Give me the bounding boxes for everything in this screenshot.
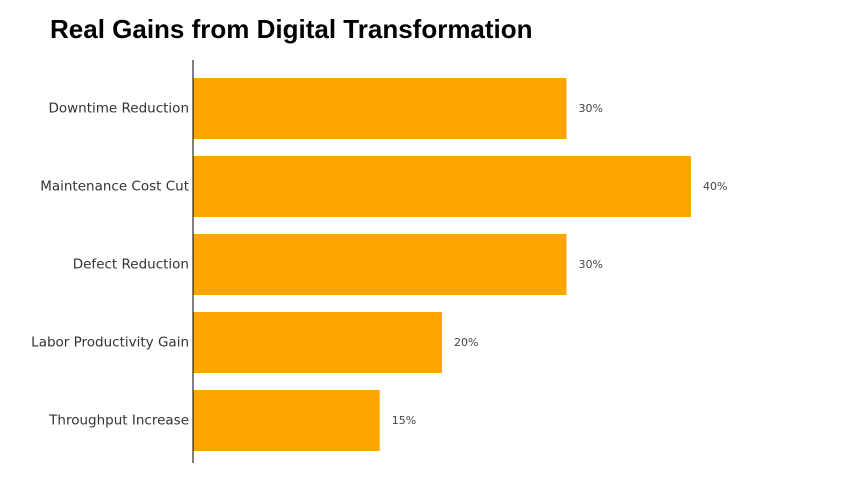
category-label-2: Defect Reduction (73, 257, 189, 273)
bar-0 (193, 78, 567, 139)
category-label-1: Maintenance Cost Cut (40, 179, 189, 195)
value-label-1: 40% (703, 180, 727, 193)
category-label-3: Labor Productivity Gain (31, 335, 189, 351)
category-label-4: Throughput Increase (48, 413, 189, 429)
value-label-4: 15% (392, 414, 416, 427)
bar-3 (193, 312, 442, 373)
bar-1 (193, 156, 691, 217)
bar-2 (193, 234, 567, 295)
bars-group (193, 78, 691, 451)
labels-group: Downtime Reduction 30% Maintenance Cost Cu… (31, 101, 727, 429)
bar-4 (193, 390, 380, 451)
value-label-2: 30% (579, 258, 603, 271)
chart-title: Real Gains from Digital Transformation (50, 14, 533, 44)
category-label-0: Downtime Reduction (48, 101, 189, 117)
value-label-0: 30% (579, 102, 603, 115)
value-label-3: 20% (454, 336, 478, 349)
